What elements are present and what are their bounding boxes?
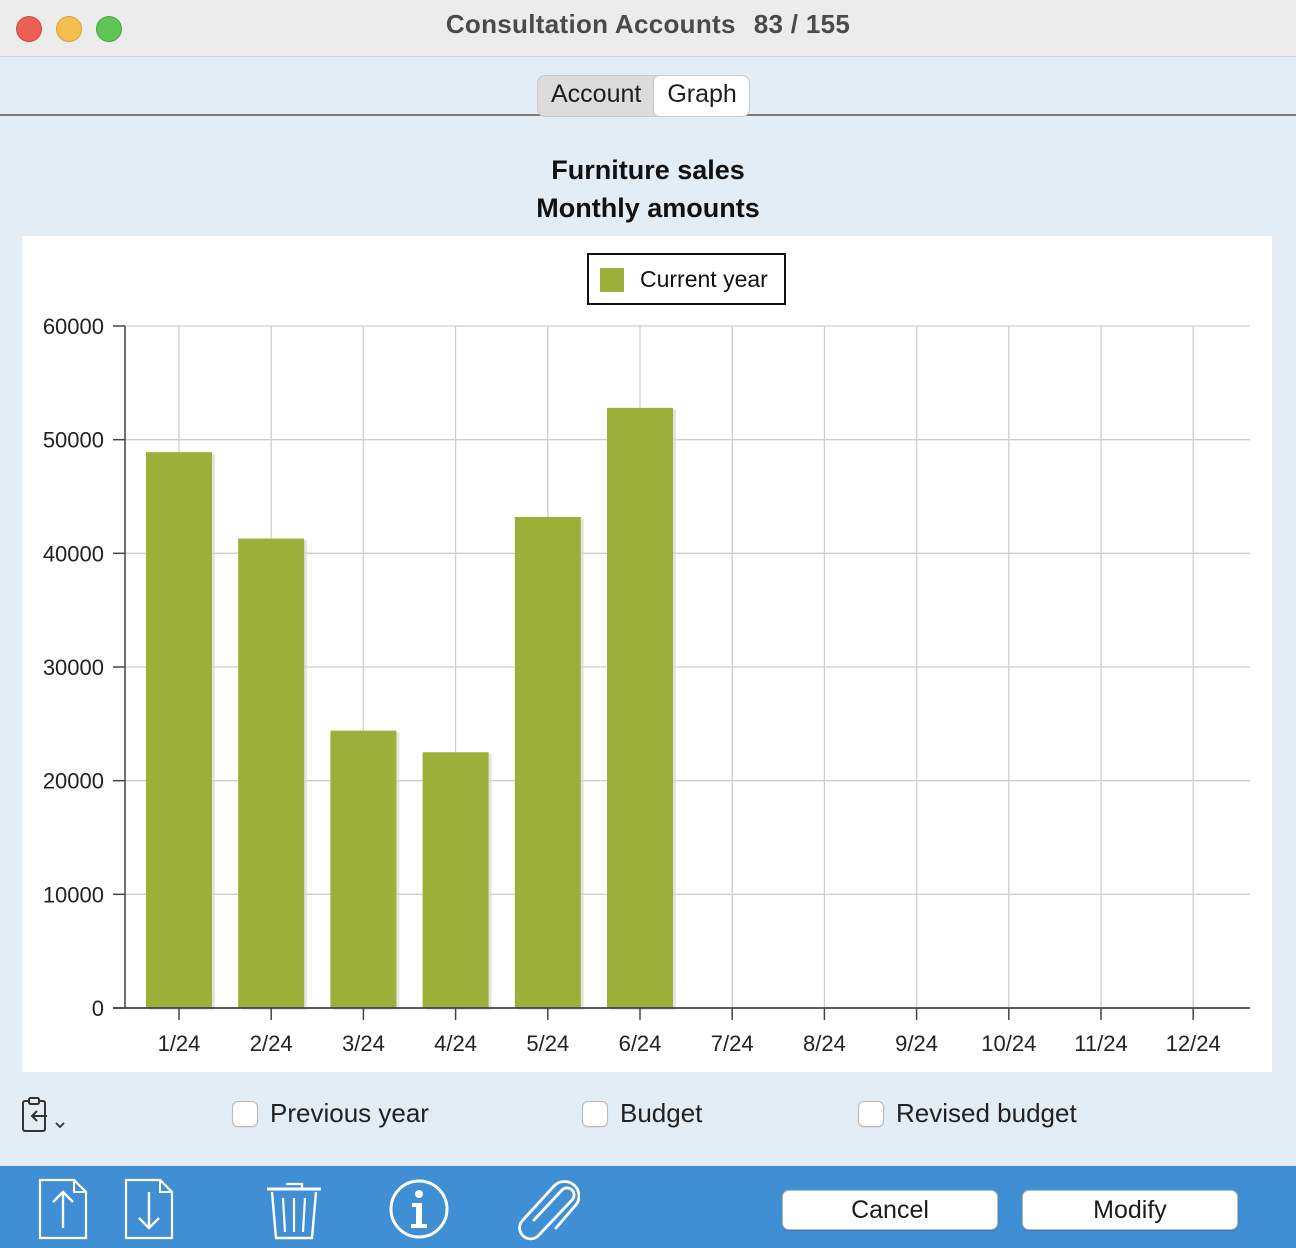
budget-checkbox[interactable]	[582, 1100, 608, 1127]
x-tick-label: 2/24	[250, 1031, 293, 1056]
x-tick-label: 3/24	[342, 1031, 385, 1056]
close-window-button[interactable]	[16, 16, 42, 42]
move-up-icon[interactable]	[38, 1178, 88, 1240]
window-title: Consultation Accounts 83 / 155	[0, 9, 1296, 40]
previous-year-label: Previous year	[270, 1098, 429, 1128]
y-tick-label: 40000	[43, 541, 104, 566]
bar-1-24	[146, 452, 212, 1008]
paperclip-icon[interactable]	[512, 1176, 580, 1242]
y-tick-label: 60000	[43, 314, 104, 339]
chart-axes: 0 10000 20000 30000 40000 50000 60000 1/24 2/24 3…	[43, 314, 1250, 1056]
zoom-window-button[interactable]	[96, 16, 122, 42]
bar-chart: 0 10000 20000 30000 40000 50000 60000 1/24 2/24 3…	[43, 253, 1250, 1056]
record-counter: 83 / 155	[753, 9, 851, 39]
x-tick-label: 6/24	[619, 1031, 662, 1056]
x-tick-label: 12/24	[1166, 1031, 1221, 1056]
chart-title: Furniture sales	[551, 155, 745, 185]
move-down-icon[interactable]	[124, 1178, 174, 1240]
trash-icon[interactable]	[264, 1178, 324, 1240]
previous-year-option[interactable]: Previous year	[232, 1098, 429, 1129]
tab-account[interactable]: Account	[551, 80, 642, 108]
tab-control: Account Graph	[537, 75, 750, 117]
budget-label: Budget	[620, 1098, 703, 1128]
window-title-text: Consultation Accounts	[445, 9, 736, 39]
bar-6-24	[607, 407, 673, 1009]
x-tick-label: 11/24	[1074, 1031, 1127, 1056]
revised-budget-option[interactable]: Revised budget	[858, 1098, 1077, 1129]
chart-legend: Current year	[587, 253, 786, 305]
info-icon[interactable]	[388, 1178, 450, 1240]
legend-label: Current year	[640, 266, 768, 292]
x-tick-label: 4/24	[434, 1031, 477, 1056]
revised-budget-label: Revised budget	[896, 1098, 1077, 1128]
bar-2-24	[238, 538, 305, 1008]
previous-year-checkbox[interactable]	[232, 1100, 258, 1127]
budget-option[interactable]: Budget	[582, 1098, 702, 1129]
chart-panel: 0 10000 20000 30000 40000 50000 60000 1/24 2/24 3…	[22, 236, 1272, 1072]
chart-bars	[146, 407, 676, 1011]
cancel-button[interactable]: Cancel	[782, 1190, 998, 1230]
clipboard-export-icon[interactable]	[20, 1096, 70, 1136]
y-tick-label: 10000	[43, 882, 104, 907]
y-tick-label: 30000	[43, 655, 104, 680]
y-tick-label: 50000	[43, 428, 104, 453]
x-tick-label: 5/24	[526, 1031, 569, 1056]
x-tick-label: 10/24	[981, 1031, 1036, 1056]
x-tick-label: 9/24	[895, 1031, 938, 1056]
y-tick-label: 20000	[43, 769, 104, 794]
revised-budget-checkbox[interactable]	[858, 1100, 884, 1127]
y-tick-label: 0	[92, 996, 104, 1021]
bar-4-24	[422, 752, 489, 1008]
legend-swatch	[600, 268, 624, 292]
minimize-window-button[interactable]	[56, 16, 82, 42]
bar-3-24	[330, 730, 397, 1008]
x-tick-label: 1/24	[158, 1031, 201, 1056]
x-tick-label: 8/24	[803, 1031, 846, 1056]
title-bar: Consultation Accounts 83 / 155	[0, 0, 1296, 57]
chart-subtitle: Monthly amounts	[536, 193, 760, 223]
modify-button[interactable]: Modify	[1022, 1190, 1238, 1230]
tab-graph[interactable]: Graph	[653, 76, 749, 116]
x-tick-label: 7/24	[711, 1031, 754, 1056]
bar-5-24	[514, 516, 581, 1008]
